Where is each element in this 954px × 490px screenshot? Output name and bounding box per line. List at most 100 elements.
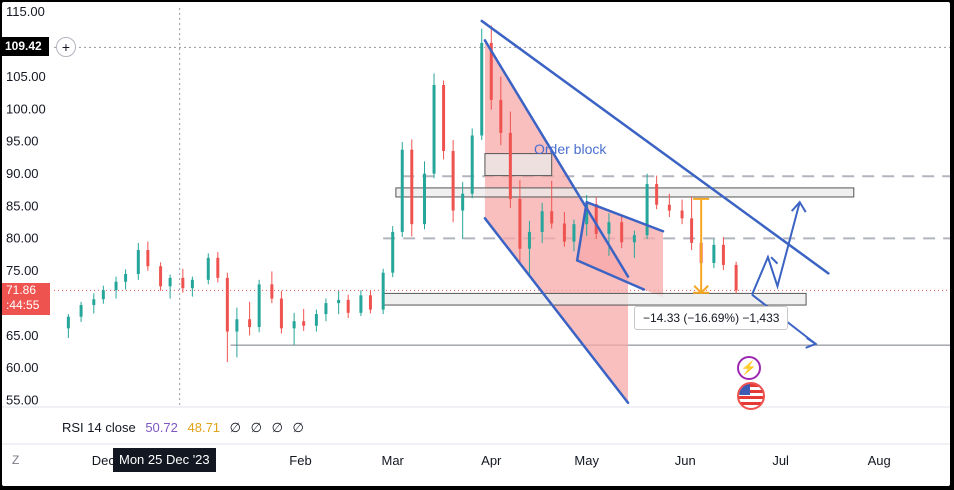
candle-body-26 bbox=[359, 295, 363, 313]
add-alert-button[interactable]: + bbox=[56, 37, 76, 57]
x-tick-label-7: Jul bbox=[772, 453, 789, 468]
candle-body-11 bbox=[190, 279, 194, 289]
rsi-legend[interactable]: RSI 14 close 50.72 48.71 ∅ ∅ ∅ ∅ bbox=[62, 420, 310, 436]
candle-body-54 bbox=[655, 184, 659, 205]
candle-body-57 bbox=[690, 218, 694, 243]
candle-body-3 bbox=[101, 290, 105, 300]
x-tick-label-4: Apr bbox=[481, 453, 502, 468]
candle-body-20 bbox=[292, 321, 296, 329]
candle-body-43 bbox=[527, 231, 531, 249]
trendline-upper-band bbox=[483, 39, 630, 278]
x-tick-label-2: Feb bbox=[289, 453, 311, 468]
x-tick-label-8: Aug bbox=[868, 453, 891, 468]
candle-body-60 bbox=[721, 244, 725, 265]
rsi-null-3: ∅ bbox=[271, 420, 283, 435]
rsi-label: RSI 14 close bbox=[62, 420, 136, 435]
y-tick-label-4: 95.00 bbox=[6, 134, 39, 149]
us-flag-event-icon[interactable] bbox=[737, 382, 765, 410]
order-block-label[interactable]: Order block bbox=[534, 141, 607, 157]
candle-body-40 bbox=[499, 99, 503, 133]
candle-body-7 bbox=[146, 250, 150, 267]
candle-body-33 bbox=[432, 85, 436, 174]
last-price-tag: 71.86 :44:55 bbox=[2, 283, 50, 315]
candle-body-25 bbox=[346, 299, 350, 313]
y-tick-label-3: 100.00 bbox=[6, 101, 46, 116]
candle-body-44 bbox=[540, 211, 544, 232]
lightning-event-icon[interactable]: ⚡ bbox=[737, 356, 761, 380]
flag-canton bbox=[739, 384, 750, 395]
candle-body-27 bbox=[368, 295, 372, 310]
candle-body-23 bbox=[324, 303, 328, 315]
candle-body-39 bbox=[489, 42, 493, 100]
y-tick-label-7: 80.00 bbox=[6, 231, 39, 246]
candle-body-31 bbox=[410, 149, 414, 225]
candle-body-24 bbox=[337, 299, 341, 304]
bullish-arrowhead bbox=[790, 200, 807, 213]
candle-body-46 bbox=[562, 223, 566, 242]
candle-body-10 bbox=[181, 277, 185, 289]
crosshair-date-tag: Mon 25 Dec '23 bbox=[113, 448, 216, 472]
y-axis: 115.00110.00105.00100.0095.0090.0085.008… bbox=[6, 4, 46, 407]
measure-label: −14.33 (−16.69%) −1,433 bbox=[634, 306, 789, 330]
zone-bottom-zone bbox=[382, 292, 807, 306]
trendline-lower-band bbox=[483, 217, 630, 405]
candle-body-15 bbox=[235, 319, 239, 332]
candle-body-4 bbox=[114, 281, 118, 291]
y-tick-label-12: 55.00 bbox=[6, 393, 39, 408]
candle-body-34 bbox=[442, 85, 446, 152]
candle-body-47 bbox=[572, 224, 576, 242]
candle-body-8 bbox=[159, 266, 163, 287]
y-tick-label-0: 115.00 bbox=[6, 4, 45, 19]
x-tick-label-0: Dec bbox=[92, 453, 116, 468]
candle-body-13 bbox=[216, 257, 220, 278]
candle-body-32 bbox=[423, 173, 427, 225]
plus-icon: + bbox=[61, 39, 71, 55]
candle-body-5 bbox=[124, 273, 128, 282]
bar-countdown: :44:55 bbox=[6, 298, 40, 312]
zones-layer bbox=[382, 40, 855, 403]
x-tick-label-6: Jun bbox=[675, 453, 696, 468]
y-tick-label-5: 90.00 bbox=[6, 166, 39, 181]
candle-body-45 bbox=[550, 211, 554, 224]
falling-channel-fill bbox=[484, 40, 629, 403]
x-tick-label-3: Mar bbox=[382, 453, 405, 468]
candle-body-12 bbox=[206, 257, 210, 280]
candle-body-36 bbox=[461, 193, 465, 211]
trendline-flag-bottom bbox=[575, 259, 646, 291]
y-tick-label-10: 65.00 bbox=[6, 328, 39, 343]
drawings-layer bbox=[480, 19, 830, 405]
candle-body-51 bbox=[620, 222, 624, 243]
rsi-value-a: 50.72 bbox=[145, 420, 178, 435]
rsi-null-4: ∅ bbox=[292, 420, 304, 435]
candle-body-14 bbox=[225, 277, 229, 332]
candle-body-22 bbox=[314, 314, 318, 326]
candle-body-52 bbox=[632, 235, 636, 243]
candle-body-18 bbox=[270, 284, 274, 299]
rsi-null-1: ∅ bbox=[229, 420, 241, 435]
candle-body-41 bbox=[508, 132, 512, 199]
candle-body-2 bbox=[92, 299, 96, 306]
candle-body-50 bbox=[607, 222, 611, 234]
y-tick-label-6: 85.00 bbox=[6, 198, 39, 213]
bearish-arrowhead bbox=[805, 337, 818, 349]
candle-body-1 bbox=[79, 305, 83, 317]
candle-body-61 bbox=[734, 264, 738, 291]
trendline-flag-left bbox=[575, 200, 588, 262]
timezone-button[interactable]: Z bbox=[12, 453, 20, 467]
x-axis: DecJanFebMarAprMayJunJulAug bbox=[92, 453, 891, 468]
candle-body-35 bbox=[451, 151, 455, 211]
candle-body-42 bbox=[518, 198, 522, 249]
y-tick-label-2: 105.00 bbox=[6, 69, 46, 84]
x-tick-label-5: May bbox=[574, 453, 599, 468]
candle-body-16 bbox=[248, 319, 252, 328]
zone-order-block bbox=[484, 153, 553, 177]
candle-body-37 bbox=[470, 135, 474, 194]
candle-body-0 bbox=[66, 316, 70, 329]
candle-body-53 bbox=[645, 184, 649, 236]
candle-body-48 bbox=[585, 204, 589, 225]
candle-body-6 bbox=[136, 250, 140, 274]
grid bbox=[2, 8, 950, 445]
